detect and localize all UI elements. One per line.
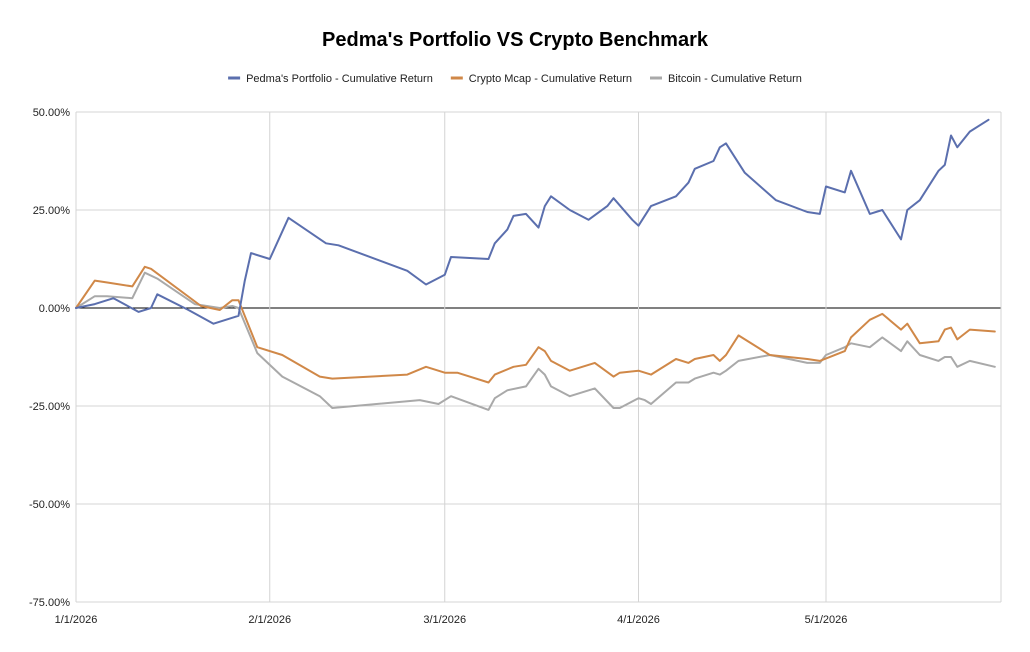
- legend-item: Bitcoin - Cumulative Return: [650, 73, 802, 85]
- x-tick-label: 3/1/2026: [423, 614, 466, 626]
- x-tick-label: 1/1/2026: [55, 614, 98, 626]
- chart-title: Pedma's Portfolio VS Crypto Benchmark: [322, 29, 709, 51]
- legend-label: Bitcoin - Cumulative Return: [668, 73, 802, 85]
- y-tick-label: 25.00%: [33, 205, 71, 217]
- series-lines: [75, 118, 996, 411]
- legend-item: Crypto Mcap - Cumulative Return: [450, 73, 632, 85]
- x-tick-label: 5/1/2026: [805, 614, 848, 626]
- grid: [75, 111, 1002, 603]
- x-tick-label: 4/1/2026: [617, 614, 660, 626]
- legend-item: Pedma's Portfolio - Cumulative Return: [228, 73, 433, 85]
- legend: Pedma's Portfolio - Cumulative Return Cry…: [228, 73, 802, 85]
- series-line: [75, 271, 996, 411]
- series-line: [75, 118, 990, 325]
- y-tick-label: 50.00%: [33, 107, 71, 119]
- y-tick-label: -50.00%: [29, 499, 70, 511]
- legend-label: Crypto Mcap - Cumulative Return: [469, 73, 632, 85]
- series-line: [75, 265, 996, 384]
- legend-label: Pedma's Portfolio - Cumulative Return: [246, 73, 433, 85]
- y-tick-label: -75.00%: [29, 597, 70, 609]
- y-tick-label: 0.00%: [39, 303, 70, 315]
- axis-labels: 50.00% 25.00% 0.00% -25.00% -50.00% -75.00% 1/…: [29, 107, 847, 626]
- y-tick-label: -25.00%: [29, 401, 70, 413]
- x-tick-label: 2/1/2026: [248, 614, 291, 626]
